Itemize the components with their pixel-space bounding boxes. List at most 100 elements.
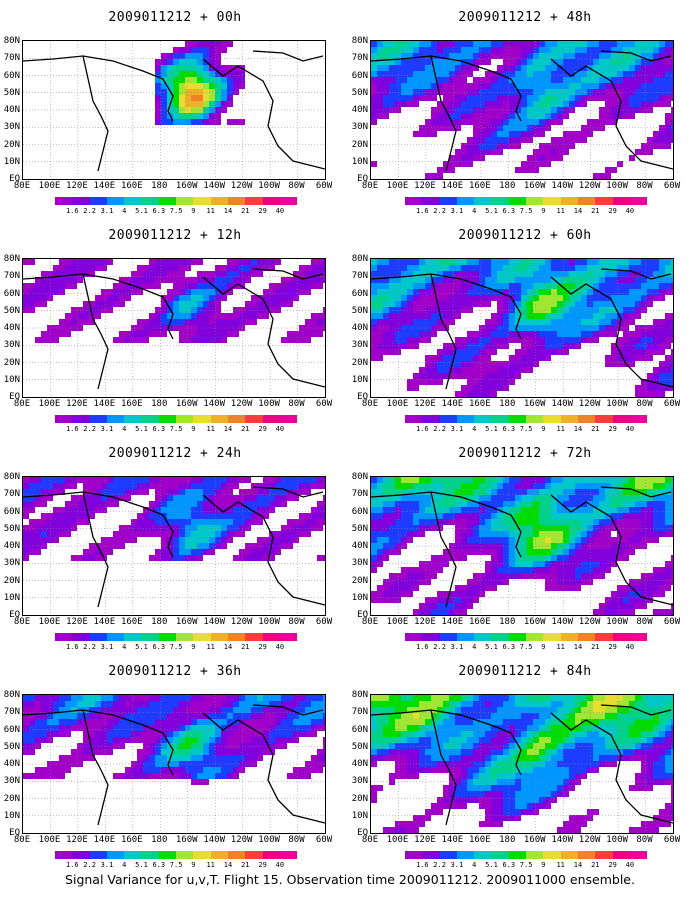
field-cell [83, 259, 89, 265]
field-cell [491, 143, 497, 149]
field-cell [227, 743, 233, 749]
field-cell [89, 695, 95, 701]
field-cell [89, 707, 95, 713]
field-cell [491, 555, 497, 561]
field-cell [515, 143, 521, 149]
field-cell [215, 119, 221, 125]
y-tick-label: 20N [3, 793, 20, 804]
field-cell [527, 125, 533, 131]
field-cell [317, 755, 323, 761]
field-cell [419, 131, 425, 137]
field-cell [383, 95, 389, 101]
field-cell [419, 525, 425, 531]
field-cell [647, 331, 653, 337]
coastline [252, 704, 324, 716]
field-cell [605, 701, 611, 707]
field-cell [581, 519, 587, 525]
field-cell [641, 343, 647, 349]
field-cell [515, 555, 521, 561]
y-tick-label: 50N [3, 741, 20, 752]
field-cell [581, 513, 587, 519]
field-cell [473, 41, 479, 47]
field-cell [587, 573, 593, 579]
field-cell [161, 53, 167, 59]
field-cell [515, 71, 521, 77]
field-cell [509, 489, 515, 495]
field-cell [449, 277, 455, 283]
field-cell [23, 489, 29, 495]
field-cell [383, 597, 389, 603]
field-cell [515, 701, 521, 707]
colorbar-label: 4 [122, 643, 127, 651]
field-cell [131, 701, 137, 707]
field-cell [659, 349, 665, 355]
field-cell [65, 701, 71, 707]
field-cell [521, 295, 527, 301]
field-cell [185, 531, 191, 537]
field-cell [659, 343, 665, 349]
field-cell [191, 713, 197, 719]
field-cell [377, 531, 383, 537]
field-cell [557, 265, 563, 271]
field-cell [53, 489, 59, 495]
field-cell [203, 289, 209, 295]
field-cell [545, 125, 551, 131]
field-cell [287, 495, 293, 501]
field-cell [581, 137, 587, 143]
field-cell [173, 755, 179, 761]
field-cell [587, 561, 593, 567]
field-cell [305, 695, 311, 701]
field-cell [371, 319, 377, 325]
field-cell [641, 337, 647, 343]
field-cell [533, 707, 539, 713]
field-cell [467, 695, 473, 701]
colorbar-swatch [543, 415, 561, 423]
field-cell [203, 307, 209, 313]
field-cell [515, 277, 521, 283]
field-cell [473, 259, 479, 265]
field-cell [173, 531, 179, 537]
field-cell [587, 549, 593, 555]
coastline [371, 55, 522, 122]
field-cell [269, 301, 275, 307]
field-cell [479, 507, 485, 513]
field-cell [479, 119, 485, 125]
field-cell [221, 495, 227, 501]
field-cell [623, 513, 629, 519]
field-cell [239, 701, 245, 707]
field-cell [227, 71, 233, 77]
field-cell [425, 319, 431, 325]
field-cell [473, 367, 479, 373]
field-cell [263, 695, 269, 701]
field-cell [119, 495, 125, 501]
field-cell [443, 495, 449, 501]
field-cell [377, 47, 383, 53]
field-cell [473, 149, 479, 155]
field-cell [659, 271, 665, 277]
field-cell [581, 131, 587, 137]
field-cell [485, 271, 491, 277]
field-cell [431, 173, 437, 179]
field-cell [629, 47, 635, 53]
field-cell [389, 313, 395, 319]
field-cell [491, 113, 497, 119]
field-cell [671, 495, 673, 501]
field-cell [635, 289, 641, 295]
field-cell [437, 373, 443, 379]
field-cell [233, 737, 239, 743]
field-cell [323, 307, 325, 313]
field-cell [311, 695, 317, 701]
field-cell [653, 579, 659, 585]
field-cell [485, 713, 491, 719]
x-tick-label: 160E [120, 835, 143, 845]
field-cell [173, 307, 179, 313]
field-cell [635, 701, 641, 707]
colorbar-swatch [141, 633, 159, 641]
field-cell [545, 271, 551, 277]
field-cell [29, 483, 35, 489]
field-cell [491, 567, 497, 573]
field-cell [653, 695, 659, 701]
field-cell [263, 289, 269, 295]
field-cell [221, 277, 227, 283]
field-cell [641, 41, 647, 47]
